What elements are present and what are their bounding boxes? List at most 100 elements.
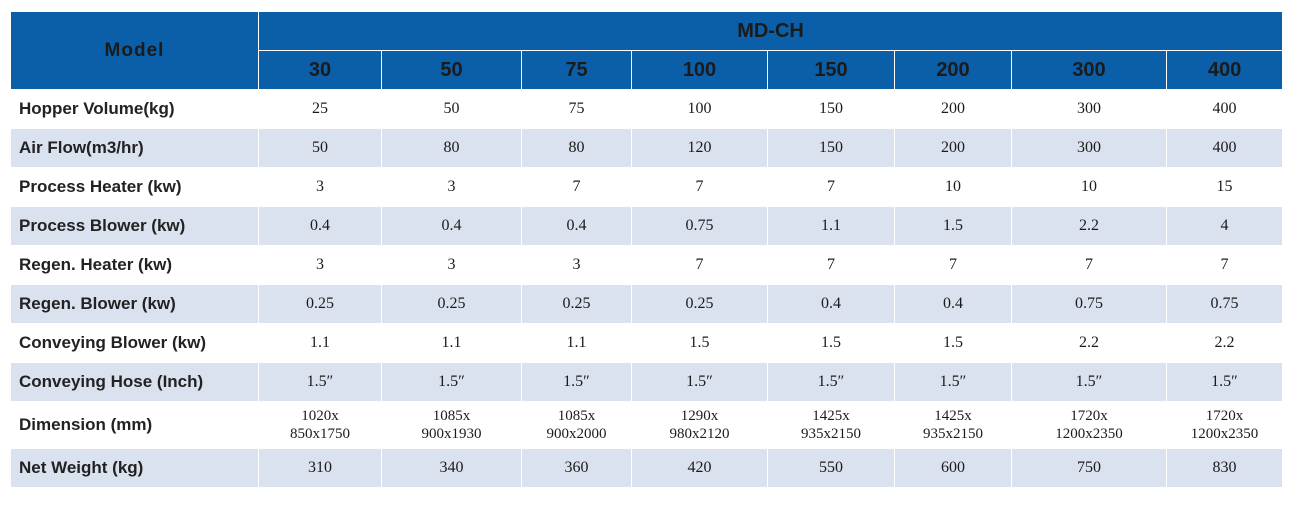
table-cell: 7 [767, 245, 895, 285]
table-cell: 25 [258, 89, 382, 129]
row-label: Process Heater (kw) [10, 167, 259, 207]
table-cell: 0.25 [258, 284, 382, 324]
table-cell: 1.5″ [258, 362, 382, 402]
table-cell: 1.5″ [1011, 362, 1167, 402]
table-cell: 7 [521, 167, 632, 207]
table-cell: 360 [521, 448, 632, 488]
table-cell: 80 [521, 128, 632, 168]
table-cell: 1.1 [381, 323, 522, 363]
table-cell: 15 [1165, 167, 1284, 207]
table-cell: 0.4 [894, 284, 1012, 324]
capacity-header: 75 [521, 50, 632, 90]
series-header: MD-CH [257, 11, 1284, 51]
table-cell: 1720x 1200x2350 [1011, 401, 1167, 449]
table-row: Regen. Blower (kw) 0.25 0.25 0.25 0.25 0.4 0.4… [10, 284, 1284, 324]
header-row-capacity: 30 50 75 100 150 200 300 400 [11, 50, 1284, 90]
table-cell: 1.5 [767, 323, 895, 363]
dimension-line: 1290x [680, 408, 719, 424]
table-cell: 1.5 [894, 206, 1012, 246]
table-cell: 80 [381, 128, 522, 168]
table-cell: 150 [767, 89, 895, 129]
model-header: Model [10, 11, 259, 90]
table-cell: 300 [1011, 89, 1167, 129]
table-cell: 10 [894, 167, 1012, 207]
capacity-header: 100 [631, 50, 768, 90]
row-label: Dimension (mm) [10, 401, 259, 449]
row-label: Process Blower (kw) [10, 206, 259, 246]
dimension-line: 935x2150 [923, 426, 983, 442]
table-cell: 100 [631, 89, 768, 129]
row-label: Regen. Blower (kw) [10, 284, 259, 324]
table-cell: 0.75 [631, 206, 768, 246]
table-cell: 1425x 935x2150 [767, 401, 895, 449]
table-cell: 2.2 [1011, 323, 1167, 363]
table-cell: 1.5″ [521, 362, 632, 402]
table-cell: 1.1 [258, 323, 382, 363]
row-label: Regen. Heater (kw) [10, 245, 259, 285]
table-cell: 0.25 [631, 284, 768, 324]
dimension-line: 900x1930 [421, 426, 482, 442]
row-label: Hopper Volume(kg) [10, 89, 259, 129]
table-cell: 3 [258, 245, 382, 285]
table-body: Hopper Volume(kg) 25 50 75 100 150 200 300 400 Ai… [10, 89, 1284, 488]
table-cell: 1085x 900x1930 [381, 401, 522, 449]
capacity-header: 400 [1165, 50, 1284, 90]
spec-table: Model MD-CH 30 50 75 100 150 200 300 400… [10, 11, 1284, 488]
dimension-line: 1020x [301, 408, 339, 424]
capacity-header: 30 [258, 50, 382, 90]
capacity-header: 300 [1011, 50, 1167, 90]
row-label: Conveying Blower (kw) [10, 323, 259, 363]
table-cell: 1.5″ [1165, 362, 1284, 402]
table-cell: 2.2 [1011, 206, 1167, 246]
table-cell: 0.4 [521, 206, 632, 246]
table-cell: 1.5″ [381, 362, 522, 402]
table-cell: 420 [631, 448, 768, 488]
table-cell: 1720x 1200x2350 [1165, 401, 1284, 449]
table-cell: 7 [1011, 245, 1167, 285]
table-cell: 1290x 980x2120 [631, 401, 768, 449]
table-cell: 7 [894, 245, 1012, 285]
table-cell: 3 [381, 167, 522, 207]
table-cell: 750 [1011, 448, 1167, 488]
table-row: Hopper Volume(kg) 25 50 75 100 150 200 300 400 [10, 89, 1284, 129]
table-cell: 0.4 [258, 206, 382, 246]
table-cell: 310 [258, 448, 382, 488]
dimension-line: 1425x [812, 408, 850, 424]
table-cell: 1020x 850x1750 [258, 401, 382, 449]
table-cell: 0.25 [521, 284, 632, 324]
dimension-line: 980x2120 [669, 426, 730, 442]
table-cell: 0.75 [1011, 284, 1167, 324]
row-label: Air Flow(m3/hr) [10, 128, 259, 168]
row-label: Net Weight (kg) [10, 448, 259, 488]
table-cell: 7 [767, 167, 895, 207]
table-cell: 3 [381, 245, 522, 285]
table-cell: 0.25 [381, 284, 522, 324]
table-cell: 1.5 [894, 323, 1012, 363]
capacity-header: 50 [381, 50, 522, 90]
dimension-line: 1200x2350 [1190, 426, 1259, 442]
table-cell: 0.4 [767, 284, 895, 324]
table-cell: 3 [258, 167, 382, 207]
table-cell: 1.5 [631, 323, 768, 363]
table-cell: 50 [381, 89, 522, 129]
table-cell: 200 [894, 89, 1012, 129]
header-row-series: Model MD-CH [10, 11, 1284, 90]
table-cell: 550 [767, 448, 895, 488]
table-cell: 75 [521, 89, 632, 129]
dimension-line: 1720x [1070, 408, 1108, 424]
table-cell: 7 [631, 245, 768, 285]
table-row: Conveying Blower (kw) 1.1 1.1 1.1 1.5 1.5 1.5 2… [10, 323, 1284, 363]
table-cell: 10 [1011, 167, 1167, 207]
dimension-line: 900x2000 [546, 426, 607, 442]
table-cell: 3 [521, 245, 632, 285]
table-cell: 7 [1165, 245, 1284, 285]
table-cell: 1.5″ [767, 362, 895, 402]
row-label: Conveying Hose (Inch) [10, 362, 259, 402]
table-cell: 120 [631, 128, 768, 168]
table-cell: 300 [1011, 128, 1167, 168]
table-cell: 1085x 900x2000 [521, 401, 632, 449]
table-row: Process Heater (kw) 3 3 7 7 7 10 10 15 [10, 167, 1284, 207]
table-cell: 0.4 [381, 206, 522, 246]
table-cell: 1.1 [767, 206, 895, 246]
dimension-line: 1425x [934, 408, 972, 424]
